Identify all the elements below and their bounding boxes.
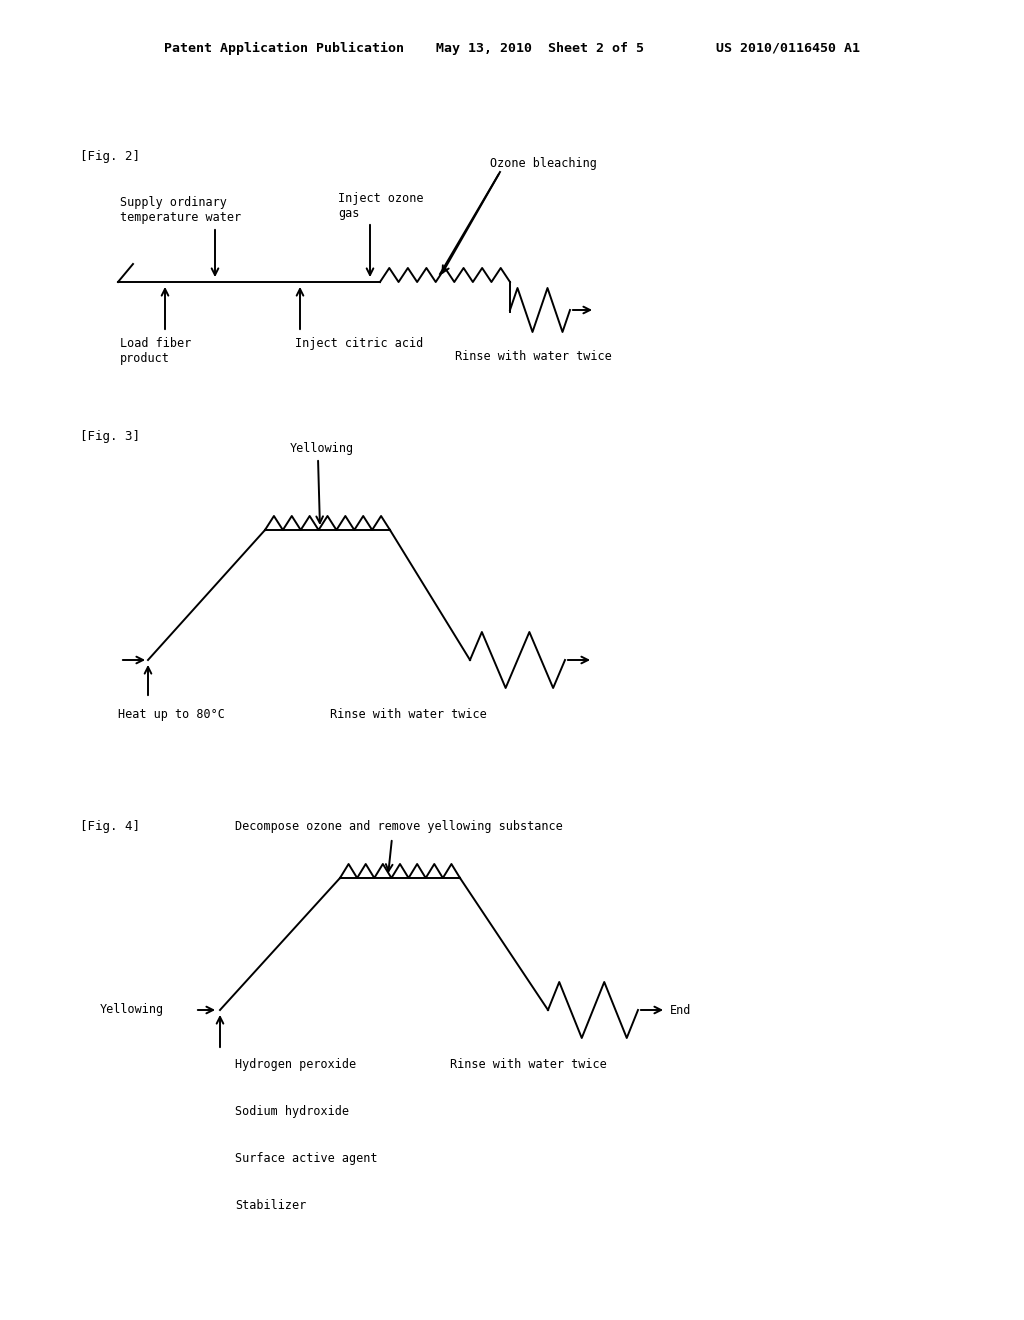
Text: [Fig. 2]: [Fig. 2] [80, 150, 140, 162]
Text: Rinse with water twice: Rinse with water twice [330, 708, 486, 721]
Text: [Fig. 4]: [Fig. 4] [80, 820, 140, 833]
Text: [Fig. 3]: [Fig. 3] [80, 430, 140, 444]
Text: Supply ordinary
temperature water: Supply ordinary temperature water [120, 195, 241, 224]
Text: Load fiber
product: Load fiber product [120, 337, 191, 366]
Text: Heat up to 80°C: Heat up to 80°C [118, 708, 225, 721]
Text: Inject ozone
gas: Inject ozone gas [338, 191, 424, 220]
Text: Rinse with water twice: Rinse with water twice [455, 350, 611, 363]
Text: Decompose ozone and remove yellowing substance: Decompose ozone and remove yellowing sub… [234, 820, 563, 833]
Text: Surface active agent: Surface active agent [234, 1152, 378, 1166]
Text: Rinse with water twice: Rinse with water twice [450, 1059, 607, 1071]
Text: Sodium hydroxide: Sodium hydroxide [234, 1105, 349, 1118]
Text: Patent Application Publication    May 13, 2010  Sheet 2 of 5         US 2010/011: Patent Application Publication May 13, 2… [164, 41, 860, 54]
Text: Stabilizer: Stabilizer [234, 1199, 306, 1212]
Text: Yellowing: Yellowing [290, 442, 354, 455]
Text: Hydrogen peroxide: Hydrogen peroxide [234, 1059, 356, 1071]
Text: Yellowing: Yellowing [100, 1003, 164, 1016]
Text: End: End [670, 1003, 691, 1016]
Text: Ozone bleaching: Ozone bleaching [490, 157, 597, 170]
Text: Inject citric acid: Inject citric acid [295, 337, 423, 350]
